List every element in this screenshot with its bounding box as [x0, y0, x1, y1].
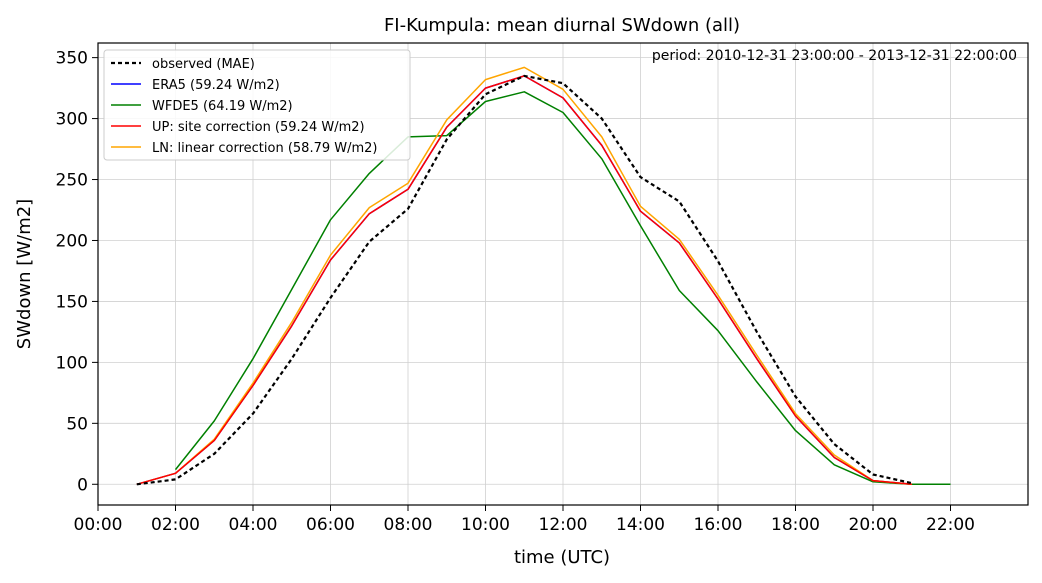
- y-tick-label: 250: [56, 171, 88, 191]
- legend-label: LN: linear correction (58.79 W/m2): [152, 141, 378, 156]
- legend: observed (MAE) ERA5 (59.24 W/m2) WFDE5 (64…: [103, 49, 411, 161]
- y-tick-label: 150: [56, 292, 88, 312]
- y-axis-ticks: 0 50 100 150 200 250 300 350: [56, 49, 98, 495]
- x-tick-label: 04:00: [229, 515, 278, 535]
- x-tick-label: 00:00: [74, 515, 123, 535]
- legend-label: UP: site correction (59.24 W/m2): [152, 120, 365, 135]
- x-tick-label: 10:00: [461, 515, 510, 535]
- x-tick-label: 20:00: [849, 515, 898, 535]
- legend-items: observed (MAE) ERA5 (59.24 W/m2) WFDE5 (64…: [111, 57, 378, 156]
- chart-title: FI-Kumpula: mean diurnal SWdown (all): [384, 15, 740, 36]
- x-tick-label: 14:00: [616, 515, 665, 535]
- y-tick-label: 50: [66, 414, 88, 434]
- x-tick-label: 02:00: [151, 515, 200, 535]
- y-tick-label: 100: [56, 353, 88, 373]
- y-axis-title: SWdown [W/m2]: [14, 199, 35, 349]
- y-tick-label: 200: [56, 231, 88, 251]
- x-tick-label: 16:00: [694, 515, 743, 535]
- grid: [97, 43, 1028, 505]
- x-axis-ticks: 00:00 02:00 04:00 06:00 08:00 10:00 12:00 14:00…: [74, 505, 975, 535]
- x-axis-title: time (UTC): [514, 547, 610, 568]
- legend-box: [103, 49, 411, 161]
- x-tick-label: 22:00: [926, 515, 975, 535]
- y-tick-label: 350: [56, 49, 88, 69]
- period-annotation: period: 2010-12-31 23:00:00 - 2013-12-31…: [652, 48, 1017, 64]
- legend-label: observed (MAE): [152, 57, 255, 72]
- series-line-4: [136, 66, 912, 486]
- x-tick-label: 18:00: [771, 515, 820, 535]
- x-tick-label: 12:00: [539, 515, 588, 535]
- legend-label: ERA5 (59.24 W/m2): [152, 78, 280, 93]
- legend-label: WFDE5 (64.19 W/m2): [152, 99, 293, 114]
- series-lines: [136, 66, 951, 486]
- series-line-2: [174, 91, 951, 486]
- x-tick-label: 08:00: [384, 515, 433, 535]
- y-tick-label: 300: [56, 110, 88, 130]
- x-tick-label: 06:00: [306, 515, 355, 535]
- y-tick-label: 0: [77, 475, 88, 495]
- series-line-0: [136, 74, 913, 486]
